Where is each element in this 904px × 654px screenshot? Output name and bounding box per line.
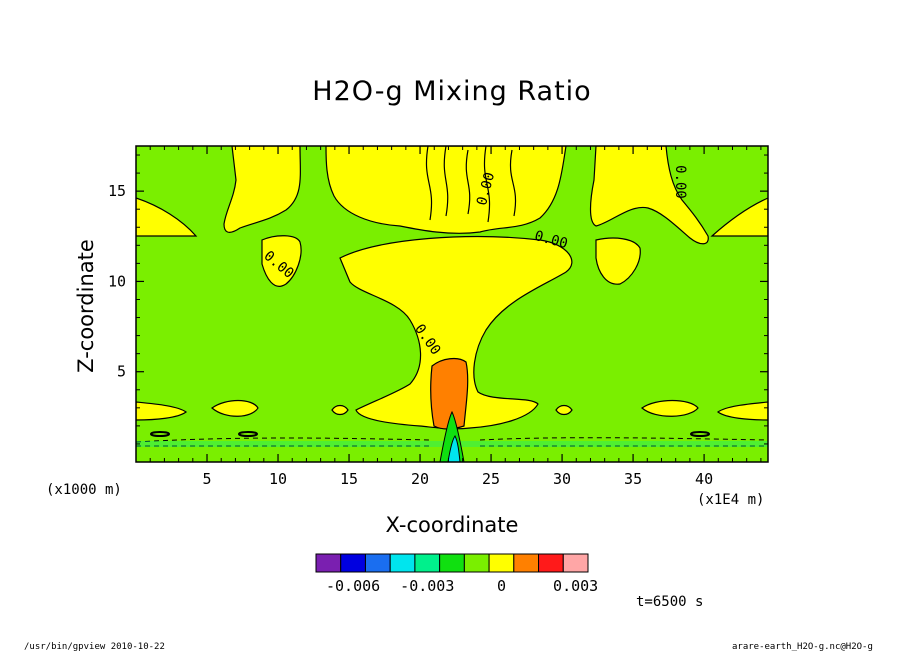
lower-right-band (716, 401, 768, 421)
left-lens (211, 399, 259, 417)
small-blob-right (555, 404, 573, 416)
colorbar-swatch (538, 553, 564, 573)
x-axis-scale-unit: (x1E4 m) (697, 492, 765, 508)
x-tick-label: 20 (411, 470, 429, 488)
right-edge-region (710, 197, 768, 237)
colorbar-swatch (389, 553, 416, 573)
colorbar-swatch (364, 553, 391, 573)
core-max-region (430, 357, 469, 430)
upper-right-region (589, 146, 709, 245)
small-contour (150, 431, 170, 437)
upper-central-region (325, 146, 567, 234)
right-lens (641, 399, 699, 417)
streak-contour (425, 146, 433, 221)
surface-min-region (447, 435, 461, 462)
x-tick-label: 10 (269, 470, 287, 488)
colorbar-swatch (463, 553, 490, 573)
colorbar-label: -0.003 (400, 577, 454, 595)
colorbar-swatch (414, 553, 441, 573)
upper-left-region (223, 146, 301, 233)
left-edge-region (136, 197, 198, 237)
colorbar-swatch (513, 553, 540, 573)
streak-contour (483, 146, 491, 223)
y-axis-label: Z-coordinate (74, 239, 98, 373)
colorbar-swatch (488, 553, 515, 573)
small-contour (238, 431, 258, 437)
x-tick-label: 40 (695, 470, 713, 488)
plot-frame (135, 145, 769, 463)
y-tick-label: 15 (108, 182, 126, 200)
x-axis-label: X-coordinate (385, 513, 519, 537)
axes: 5 10 15 20 25 30 35 40 5 10 15 (108, 146, 768, 488)
right-bump-region (595, 237, 641, 285)
colorbar-label: 0.003 (553, 577, 598, 595)
colorbar-swatch (340, 553, 366, 573)
negative-contour (136, 437, 768, 443)
colorbar: -0.006 -0.003 0 0.003 (315, 553, 598, 595)
x-axis-unit: (x1000 m) (46, 482, 122, 498)
time-label: t=6500 s (636, 594, 704, 610)
chart-title: H2O-g Mixing Ratio (312, 76, 592, 107)
streak-contour (509, 149, 517, 217)
x-tick-label: 25 (482, 470, 500, 488)
footer-file: arare-earth_H2O-g.nc@H2O-g (732, 642, 873, 652)
lower-left-band (136, 401, 188, 421)
colorbar-label: 0 (497, 577, 506, 595)
y-tick-label: 10 (108, 272, 126, 290)
plume-region (339, 235, 573, 430)
x-tick-label: 15 (340, 470, 358, 488)
x-tick-label: 35 (624, 470, 642, 488)
y-tick-label: 5 (117, 363, 126, 381)
colorbar-swatch (439, 553, 465, 573)
colorbar-label: -0.006 (326, 577, 380, 595)
x-tick-label: 30 (553, 470, 571, 488)
streak-contour (443, 146, 449, 217)
left-bump-region (261, 235, 302, 287)
contour-label: 0.00 (672, 165, 688, 199)
small-contour (690, 431, 710, 437)
streak-contour (465, 149, 471, 215)
small-blob-left (331, 404, 349, 416)
colorbar-swatch (315, 553, 342, 573)
contour-field: 0.00 0.000.000.000.00 (136, 146, 768, 462)
colorbar-swatch (562, 553, 589, 573)
x-tick-label: 5 (202, 470, 211, 488)
footer-program: /usr/bin/gpview 2010-10-22 (24, 642, 165, 652)
